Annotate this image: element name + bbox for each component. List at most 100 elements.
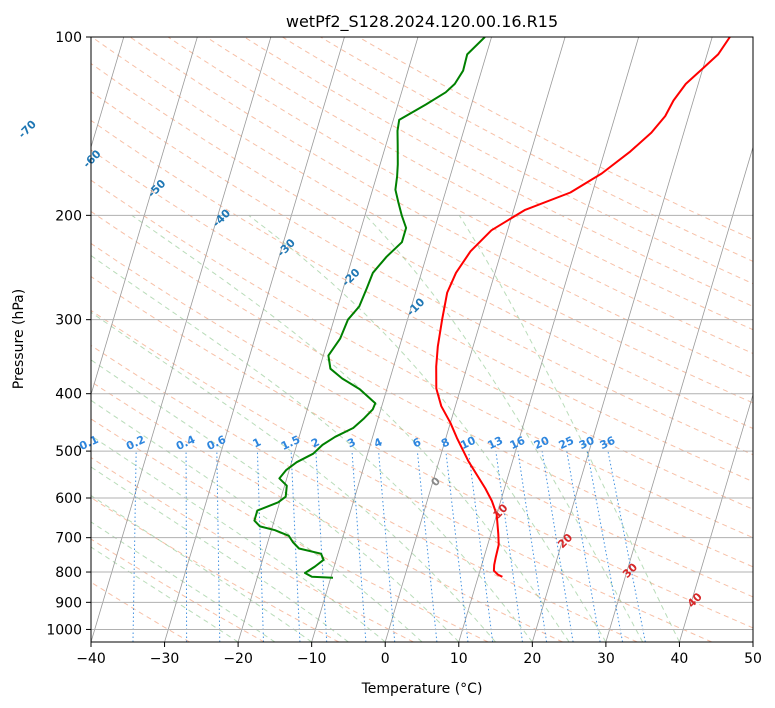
x-axis-label: Temperature (°C) [361, 681, 483, 697]
isotherm-line [91, 37, 272, 642]
temperature-profile [435, 37, 731, 578]
warm-isotherm-label: 20 [555, 531, 575, 551]
mixing-ratio-label: 30 [577, 434, 597, 452]
mixing-ratio-line [566, 451, 601, 642]
dry-adiabat [91, 309, 712, 642]
dry-adiabat [91, 179, 753, 539]
isotherm-line [458, 37, 640, 642]
isotherm-line [531, 37, 713, 642]
dry-adiabat [91, 210, 753, 568]
dry-adiabat [91, 456, 414, 642]
x-tick-label: 20 [523, 651, 541, 667]
y-tick-label: 900 [55, 595, 82, 611]
dry-adiabat [91, 275, 753, 629]
dry-adiabat [91, 497, 340, 642]
moist-adiabat [91, 399, 423, 642]
x-tick-label: −30 [150, 651, 180, 667]
dry-adiabat [91, 581, 190, 642]
mixing-ratio-line [256, 451, 265, 642]
moist-adiabat [91, 435, 386, 642]
plot-frame [90, 36, 754, 643]
mixing-ratio-line [468, 451, 494, 642]
moist-adiabat [91, 546, 239, 642]
x-tick-label: 40 [671, 651, 689, 667]
y-tick-label: 400 [55, 387, 82, 403]
mixing-ratio-line [378, 451, 396, 642]
mixing-ratio-line [586, 451, 624, 642]
dry-adiabat [91, 149, 753, 510]
mixing-ratio-label: 0.6 [205, 433, 228, 453]
x-tick-label: −10 [297, 651, 327, 667]
dry-adiabat [358, 37, 753, 241]
x-tick-label: −20 [223, 651, 253, 667]
moist-adiabat [458, 215, 680, 642]
y-tick-label: 600 [55, 491, 82, 507]
dry-adiabat [205, 37, 753, 331]
mixing-ratio-label: 4 [372, 435, 385, 450]
isotherm-line [679, 393, 753, 642]
moist-adiabat [91, 254, 533, 642]
y-axis-label: Pressure (hPa) [11, 289, 27, 389]
dry-adiabat [91, 344, 638, 642]
isotherm-line [311, 37, 492, 642]
y-tick-label: 500 [55, 444, 82, 460]
isotherm-line [237, 37, 419, 642]
dewpoint-profile [253, 37, 486, 579]
mixing-ratio-label: 3 [345, 435, 357, 450]
pressure-grid [91, 37, 753, 630]
mixing-ratio-label: 1 [251, 435, 263, 450]
dry-adiabat [91, 119, 753, 483]
x-tick-label: −40 [76, 651, 106, 667]
isotherm-line [164, 37, 345, 642]
dry-adiabat [91, 37, 753, 404]
x-axis: −40 −30 −20 −10 0 10 20 30 40 50 [76, 642, 762, 667]
isotherm-label: -60 [80, 147, 103, 170]
isotherm-line [752, 640, 753, 642]
x-tick-label: 0 [381, 651, 390, 667]
isotherm-line [91, 37, 125, 149]
y-tick-label: 200 [55, 208, 82, 224]
dry-adiabat [167, 37, 753, 355]
chart-title: wetPf2_S128.2024.120.00.16.R15 [286, 12, 558, 32]
dry-adiabat [91, 62, 753, 430]
mixing-ratio-label: 10 [458, 434, 478, 452]
mixing-ratio-label: 25 [557, 434, 576, 452]
y-tick-label: 300 [55, 313, 82, 329]
warm-isotherm-label: 40 [685, 590, 705, 610]
y-tick-label: 700 [55, 531, 82, 547]
isotherm-line [384, 37, 566, 642]
mixing-ratio-label: 20 [532, 434, 552, 452]
x-tick-label: 50 [744, 651, 762, 667]
isotherm-line [91, 37, 198, 397]
dry-adiabat [91, 381, 563, 642]
isotherm-label: -30 [275, 236, 298, 259]
mixing-ratio-line [607, 451, 646, 642]
mixing-ratio-line [315, 451, 328, 642]
x-tick-label: 30 [597, 651, 615, 667]
mixing-ratio-line [351, 451, 367, 642]
moist-adiabat [91, 311, 496, 642]
dry-adiabat [91, 418, 489, 642]
mixing-ratio-line [445, 451, 469, 642]
background-lines [83, 37, 753, 642]
isotherm-label: -50 [145, 177, 168, 200]
mixing-ratio-label: 8 [439, 435, 451, 450]
mixing-ratio-label: 16 [508, 434, 528, 452]
mixing-ratio-line [541, 451, 574, 642]
dry-adiabat [91, 538, 265, 642]
moist-adiabat [365, 214, 644, 642]
dry-adiabat [91, 242, 753, 598]
isotherm-line [605, 145, 753, 642]
mixing-ratio-line [185, 451, 188, 642]
mixing-ratio-label: 0.4 [174, 433, 197, 453]
warm-isotherm-label: 30 [620, 560, 640, 580]
mixing-ratio-line [517, 451, 548, 642]
mixing-ratio-label: 36 [598, 434, 618, 452]
mixing-ratio-label: 13 [486, 434, 505, 452]
moist-adiabat [91, 494, 312, 642]
dry-adiabat [91, 91, 753, 456]
dry-adiabat [282, 37, 753, 285]
dry-adiabat [129, 37, 753, 379]
mixing-ratio-line [83, 451, 90, 642]
